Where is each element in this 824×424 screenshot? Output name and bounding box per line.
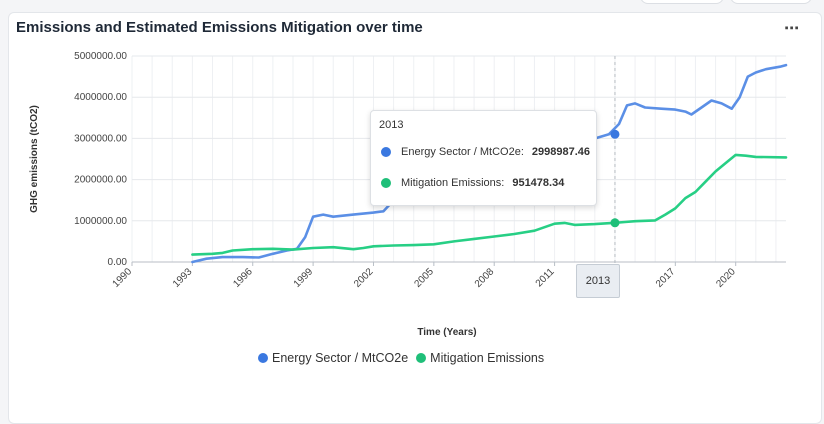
x-tick-label: 1990	[111, 266, 135, 290]
x-tick-label: 2002	[352, 266, 376, 290]
y-axis-title: GHG emissions (tCO2)	[29, 105, 40, 213]
x-tick-label: 2020	[714, 266, 738, 290]
y-tick-label: 1000000.00	[74, 216, 127, 227]
tooltip-energy-dot	[381, 147, 391, 157]
highlight-point-mitigation	[610, 218, 620, 228]
tooltip-row-mitigation: Mitigation Emissions: 951478.34	[381, 177, 564, 189]
x-tick-label: 2011	[534, 266, 557, 289]
tooltip-title: 2013	[379, 119, 404, 131]
legend-item-energy[interactable]: Energy Sector / MtCO2e	[258, 351, 408, 365]
legend-energy-label: Energy Sector / MtCO2e	[272, 351, 409, 365]
y-tick-label: 4000000.00	[74, 92, 127, 103]
chart-card	[8, 12, 822, 424]
tooltip-row-energy: Energy Sector / MtCO2e: 2998987.46	[381, 146, 590, 158]
y-tick-label: 0.00	[108, 257, 128, 268]
more-options-icon[interactable]: ⋯	[784, 20, 800, 37]
chart-title: Emissions and Estimated Emissions Mitiga…	[16, 19, 423, 36]
y-tick-label: 5000000.00	[74, 51, 127, 62]
series-line-mitigation	[191, 153, 788, 256]
x-tick-label: 2005	[412, 266, 436, 290]
x-tick-label: 1996	[231, 266, 255, 290]
chart-legend: Energy Sector / MtCO2e Mitigation Emissi…	[258, 351, 544, 365]
tooltip-mitigation-dot	[381, 178, 391, 188]
tooltip-energy-value: 2998987.46	[531, 146, 591, 158]
legend-item-mitigation[interactable]: Mitigation Emissions	[416, 351, 544, 365]
series-line-energy	[191, 63, 788, 264]
legend-mitigation-label: Mitigation Emissions	[430, 351, 545, 365]
x-tick-label: 1993	[171, 266, 195, 290]
highlight-point-energy	[610, 129, 620, 139]
y-tick-label: 3000000.00	[74, 133, 127, 144]
chart-tooltip: 2013 Energy Sector / MtCO2e: 2998987.46 …	[370, 110, 597, 206]
x-axis-title: Time (Years)	[417, 327, 476, 338]
legend-energy-dot	[258, 353, 268, 363]
crosshair-x-label: 2013	[576, 264, 620, 298]
legend-mitigation-dot	[416, 353, 427, 363]
tooltip-energy-label: Energy Sector / MtCO2e:	[401, 146, 524, 158]
tooltip-mitigation-value: 951478.34	[512, 177, 565, 189]
x-tick-label: 2008	[473, 266, 497, 290]
y-tick-label: 2000000.00	[74, 175, 127, 186]
x-tick-label: 1999	[292, 266, 316, 290]
x-tick-label: 2017	[654, 266, 678, 290]
tooltip-mitigation-label: Mitigation Emissions:	[401, 177, 505, 189]
